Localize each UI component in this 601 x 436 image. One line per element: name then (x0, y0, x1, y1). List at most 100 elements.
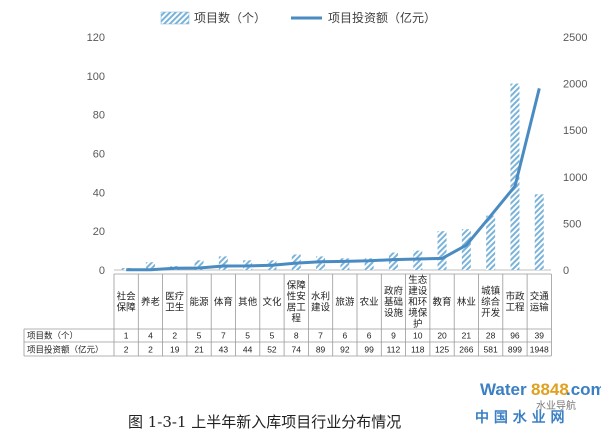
table-cell-count: 21 (462, 331, 472, 341)
legend-bar-swatch (160, 11, 190, 25)
category-label: 城镇综合开发 (481, 285, 501, 319)
table-cell-count: 39 (535, 331, 545, 341)
category-label: 林业 (457, 296, 476, 308)
category-label: 生态建设和环境保护 (408, 274, 428, 330)
left-axis-tick-label: 80 (93, 110, 105, 122)
bar (364, 258, 374, 270)
table-cell-investment: 2 (148, 345, 153, 355)
figure-caption: 图 1-3-1 上半年新入库项目行业分布情况 (128, 413, 401, 431)
bar (486, 215, 496, 270)
left-axis-tick-labels: 0 20 40 60 80 100 120 (87, 32, 105, 277)
table-cell-count: 9 (391, 331, 396, 341)
bar (316, 256, 326, 270)
category-label: 交通运输 (530, 291, 550, 314)
table-cell-investment: 112 (387, 345, 401, 355)
line-series (126, 88, 541, 272)
table-cell-investment: 19 (170, 345, 180, 355)
table-row-label-investment: 项目投资额（亿元） (27, 345, 104, 355)
category-label: 农业 (360, 296, 379, 308)
table-cell-investment: 74 (292, 345, 302, 355)
right-axis-tick-label: 1500 (563, 125, 587, 137)
legend-line-label: 项目投资额（亿元） (328, 10, 436, 25)
left-axis-tick-label: 40 (93, 187, 105, 199)
category-label: 旅游 (335, 296, 355, 308)
table-cell-investment: 125 (435, 345, 449, 355)
bar (388, 252, 398, 270)
table-cell-investment: 581 (484, 345, 498, 355)
table-cell-count: 7 (221, 331, 226, 341)
right-axis-tick-label: 500 (563, 218, 581, 230)
table-cell-count: 6 (367, 331, 372, 341)
legend-bar-label: 项目数（个） (194, 10, 266, 25)
right-axis-tick-label: 2000 (563, 79, 587, 91)
bar (218, 256, 228, 270)
watermark-cn: 中 国 水 业 网 (475, 409, 565, 426)
table-cell-investment: 1948 (530, 345, 549, 355)
table-cell-investment: 52 (267, 345, 277, 355)
table-cell-investment: 266 (459, 345, 473, 355)
table-cell-investment: 21 (194, 345, 204, 355)
table-cell-count: 8 (294, 331, 299, 341)
left-axis-tick-label: 0 (99, 265, 105, 277)
left-axis-tick-label: 120 (87, 32, 105, 44)
legend: 项目数（个） 项目投资额（亿元） (160, 10, 436, 25)
table-cell-count: 96 (510, 331, 520, 341)
table-cell-count: 5 (270, 331, 275, 341)
table-cell-investment: 44 (243, 345, 253, 355)
category-label: 教育 (433, 296, 452, 308)
left-axis-tick-label: 100 (87, 71, 105, 83)
table-cell-count: 6 (342, 331, 347, 341)
category-label: 市政工程 (505, 291, 525, 314)
bar (194, 260, 204, 270)
table-cell-count: 20 (437, 331, 447, 341)
watermark-logo: Water 8848 .com 中 国 水 业 网 水业导航 (475, 380, 601, 426)
category-label: 养老 (141, 296, 161, 308)
bar (510, 83, 520, 270)
table-cell-investment: 99 (364, 345, 374, 355)
watermark-com: .com (566, 380, 601, 399)
bar (534, 194, 544, 270)
left-axis-tick-label: 60 (93, 149, 105, 161)
bar-series (121, 83, 544, 270)
left-axis-tick-label: 20 (93, 226, 105, 238)
category-label: 社会保障 (117, 291, 137, 314)
table-cell-count: 28 (486, 331, 496, 341)
bar (121, 268, 131, 270)
table-cell-count: 10 (413, 331, 423, 341)
table-cell-count: 7 (318, 331, 323, 341)
watermark-wechat: 水业导航 (536, 399, 576, 412)
table-cell-count: 2 (172, 331, 177, 341)
right-axis-tick-labels: 0 500 1000 1500 2000 2500 (563, 32, 587, 277)
right-axis-tick-label: 0 (563, 265, 569, 277)
table-cell-investment: 43 (219, 345, 229, 355)
table-cell-count: 5 (245, 331, 250, 341)
table-row-label-count: 项目数（个） (27, 331, 78, 341)
category-label: 文化 (262, 296, 282, 308)
bar (461, 229, 471, 270)
category-label: 体育 (214, 296, 233, 308)
table-cell-investment: 92 (340, 345, 350, 355)
table-cell-investment: 89 (316, 345, 326, 355)
right-axis-tick-label: 2500 (563, 32, 587, 44)
bar (145, 262, 155, 270)
category-label: 水利建设 (311, 291, 331, 314)
right-axis-tick-label: 1000 (563, 172, 587, 184)
category-label: 保障性安居工程 (287, 280, 307, 325)
category-label: 医疗卫生 (165, 291, 185, 314)
category-label: 其他 (238, 296, 258, 308)
investment-line (126, 88, 541, 272)
table-cell-count: 4 (148, 331, 153, 341)
bar (437, 231, 447, 270)
table-cell-investment: 118 (411, 345, 425, 355)
table-cell-investment: 2 (124, 345, 129, 355)
table-cell-count: 5 (197, 331, 202, 341)
watermark-num: 8848 (531, 380, 569, 399)
table-cell-count: 1 (124, 331, 129, 341)
category-label: 能源 (190, 296, 210, 308)
category-label: 政府基础设施 (384, 285, 404, 319)
watermark-water: Water (480, 380, 527, 399)
table-cell-investment: 899 (508, 345, 522, 355)
bar (340, 258, 350, 270)
